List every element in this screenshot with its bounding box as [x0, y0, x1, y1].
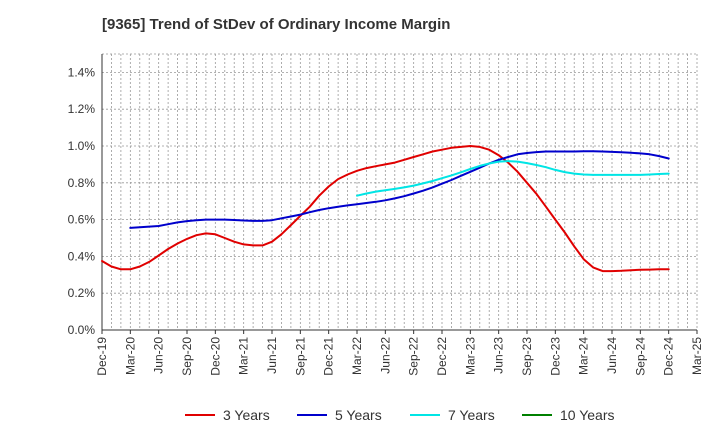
x-tick-label: Dec-22 [435, 337, 449, 376]
x-tick-label: Sep-22 [407, 337, 421, 376]
y-tick-label: 1.2% [68, 102, 96, 116]
y-tick-label: 0.8% [68, 176, 96, 190]
x-tick-label: Dec-21 [322, 337, 336, 376]
x-tick-label: Sep-24 [633, 337, 647, 376]
x-tick-label: Mar-24 [577, 337, 591, 375]
x-tick-label: Mar-22 [350, 337, 364, 375]
x-tick-label: Mar-21 [237, 337, 251, 375]
y-tick-label: 1.4% [68, 65, 96, 79]
x-tick-label: Jun-21 [265, 337, 279, 374]
y-tick-label: 0.2% [68, 286, 96, 300]
x-tick-label: Dec-20 [208, 337, 222, 376]
chart-title: [9365] Trend of StDev of Ordinary Income… [102, 16, 451, 33]
x-tick-label: Sep-21 [293, 337, 307, 376]
x-tick-label: Sep-23 [520, 337, 534, 376]
y-tick-label: 0.6% [68, 213, 96, 227]
series-line-5-years [129, 150, 670, 229]
x-tick-label: Mar-23 [463, 337, 477, 375]
legend-label: 3 Years [223, 407, 270, 423]
y-tick-label: 0.0% [68, 323, 96, 337]
x-tick-label: Sep-20 [180, 337, 194, 376]
plot-area [102, 54, 697, 330]
series-line-7-years [356, 160, 670, 197]
x-tick-label: Jun-24 [605, 337, 619, 374]
x-tick-label: Dec-23 [548, 337, 562, 376]
y-tick-label: 1.0% [68, 139, 96, 153]
x-tick-label: Dec-24 [662, 337, 676, 376]
legend-label: 10 Years [560, 407, 615, 423]
legend-label: 7 Years [448, 407, 495, 423]
y-tick-label: 0.4% [68, 249, 96, 263]
legend-label: 5 Years [335, 407, 382, 423]
x-tick-label: Dec-19 [95, 337, 109, 376]
x-tick-label: Mar-25 [690, 337, 704, 375]
x-tick-label: Jun-22 [378, 337, 392, 374]
x-tick-label: Jun-20 [152, 337, 166, 374]
x-tick-label: Jun-23 [492, 337, 506, 374]
x-tick-label: Mar-20 [123, 337, 137, 375]
series-line-3-years [101, 145, 670, 273]
